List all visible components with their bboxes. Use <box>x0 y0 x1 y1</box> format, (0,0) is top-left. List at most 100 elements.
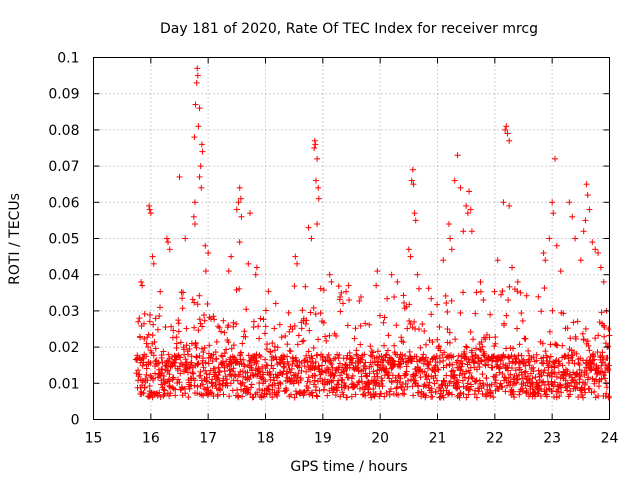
data-point <box>450 353 457 360</box>
data-point <box>271 325 278 332</box>
data-point <box>396 361 403 368</box>
data-point <box>166 378 173 385</box>
data-point <box>161 387 168 394</box>
data-point <box>567 335 574 342</box>
data-point <box>508 352 515 359</box>
data-point <box>313 392 320 399</box>
x-tick-label: 24 <box>601 431 619 447</box>
data-point <box>384 295 391 302</box>
data-point <box>141 384 148 391</box>
data-point <box>194 354 201 361</box>
data-point <box>154 326 161 333</box>
data-point <box>505 297 512 304</box>
data-point <box>379 377 386 384</box>
data-point <box>535 382 542 389</box>
data-point <box>271 382 278 389</box>
data-point <box>248 367 255 374</box>
data-point <box>486 334 493 341</box>
data-point <box>221 350 228 357</box>
data-point <box>141 310 148 317</box>
data-point <box>292 388 299 395</box>
data-point <box>319 354 326 361</box>
data-point <box>319 368 326 375</box>
data-point <box>589 239 596 246</box>
data-point <box>447 235 454 242</box>
data-point <box>297 377 304 384</box>
data-point <box>361 351 368 358</box>
data-point <box>404 377 411 384</box>
data-point <box>329 364 336 371</box>
data-point <box>306 327 313 334</box>
data-point <box>335 377 342 384</box>
data-point <box>586 206 593 213</box>
data-point <box>196 105 203 112</box>
y-tick-label: 0.09 <box>48 87 79 103</box>
data-point <box>183 342 190 349</box>
data-point <box>201 312 208 319</box>
data-point <box>265 288 272 295</box>
data-point <box>242 333 249 340</box>
data-point <box>241 363 248 370</box>
data-point <box>255 323 262 330</box>
data-point <box>464 380 471 387</box>
data-point <box>339 300 346 307</box>
data-point <box>256 335 263 342</box>
data-point <box>533 357 540 364</box>
data-point <box>530 353 537 360</box>
data-point <box>144 377 151 384</box>
data-point <box>516 391 523 398</box>
data-point <box>542 348 549 355</box>
data-point <box>261 330 268 337</box>
data-point <box>394 278 401 285</box>
data-point <box>460 289 467 296</box>
data-point <box>408 376 415 383</box>
data-point <box>221 368 228 375</box>
data-point <box>413 353 420 360</box>
data-point <box>157 288 164 295</box>
data-point <box>404 383 411 390</box>
data-point <box>161 380 168 387</box>
data-point <box>191 199 198 206</box>
data-point <box>434 336 441 343</box>
data-point <box>375 358 382 365</box>
data-point <box>247 357 254 364</box>
data-point <box>197 372 204 379</box>
data-point <box>477 346 484 353</box>
data-point <box>328 361 335 368</box>
data-point <box>141 320 148 327</box>
data-point <box>228 253 235 260</box>
data-point <box>432 362 439 369</box>
data-point <box>573 350 580 357</box>
data-point <box>374 348 381 355</box>
y-tick-label: 0.08 <box>48 123 79 139</box>
data-point <box>569 357 576 364</box>
data-point <box>310 344 317 351</box>
data-point <box>169 334 176 341</box>
data-point <box>594 365 601 372</box>
data-point <box>158 352 165 359</box>
data-point <box>215 364 222 371</box>
data-point <box>368 363 375 370</box>
data-point <box>194 383 201 390</box>
data-point <box>535 367 542 374</box>
data-point <box>522 382 529 389</box>
data-point <box>435 366 442 373</box>
data-point <box>185 394 192 401</box>
data-point <box>467 383 474 390</box>
data-point <box>193 344 200 351</box>
data-point <box>381 314 388 321</box>
data-point <box>135 318 142 325</box>
data-point <box>271 343 278 350</box>
data-point <box>166 246 173 253</box>
data-point <box>440 357 447 364</box>
data-point <box>400 292 407 299</box>
data-point <box>467 206 474 213</box>
data-point <box>598 309 605 316</box>
data-point <box>437 347 444 354</box>
data-point <box>301 363 308 370</box>
y-tick-label: 0.06 <box>48 195 79 211</box>
data-point <box>407 253 414 260</box>
data-point <box>238 349 245 356</box>
data-point <box>541 285 548 292</box>
data-point <box>241 328 248 335</box>
